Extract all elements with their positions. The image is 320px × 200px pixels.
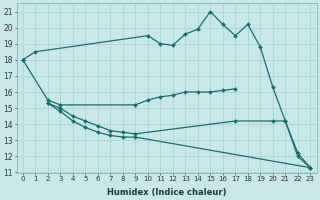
X-axis label: Humidex (Indice chaleur): Humidex (Indice chaleur) — [107, 188, 226, 197]
